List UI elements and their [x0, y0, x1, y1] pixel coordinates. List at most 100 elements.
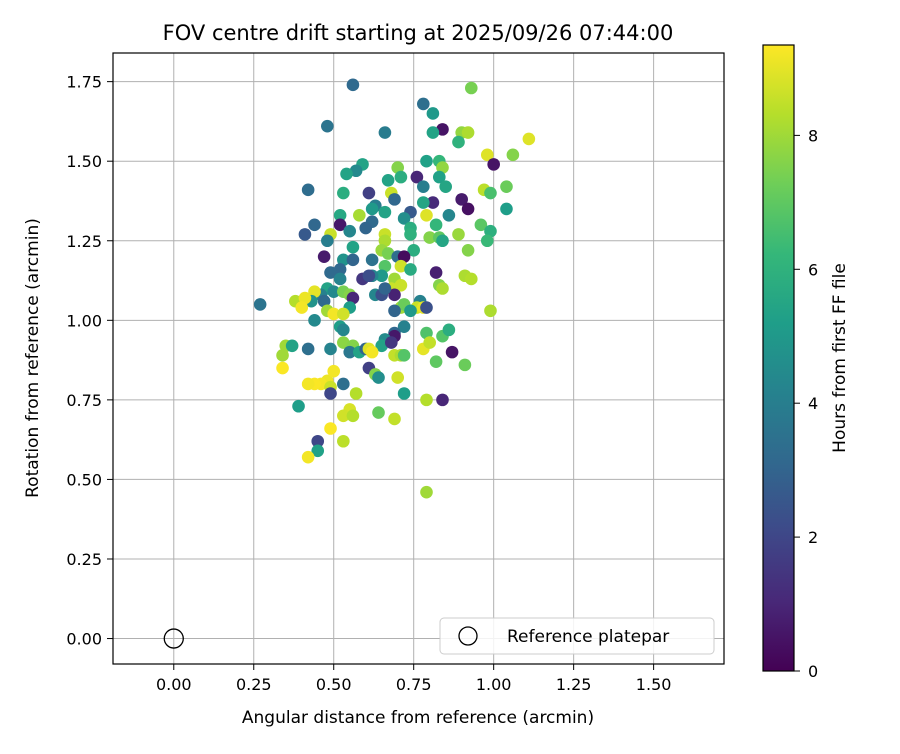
y-tick-label: 1.25 [66, 232, 102, 251]
data-point [372, 371, 385, 384]
y-axis-label: Rotation from reference (arcmin) [23, 218, 43, 498]
data-point [410, 170, 424, 184]
data-point [416, 180, 430, 193]
data-point [484, 186, 497, 200]
data-point [397, 349, 411, 362]
data-point [461, 244, 475, 257]
data-point [461, 126, 475, 139]
legend-box [439, 617, 715, 655]
y-tick-label: 1.75 [66, 73, 102, 92]
data-point [436, 393, 449, 407]
colorbar-gradient [762, 44, 795, 672]
data-point [416, 196, 430, 209]
data-point [365, 253, 379, 267]
data-point [362, 269, 376, 283]
data-point [464, 81, 478, 95]
data-point [388, 288, 401, 302]
data-point [391, 371, 405, 384]
data-point [333, 272, 347, 286]
x-axis-ticks: 0.00 0.25 0.50 0.75 1.00 1.25 1.50 [156, 664, 671, 694]
data-point [333, 218, 347, 232]
data-point [327, 285, 341, 298]
y-tick-label: 1.00 [66, 311, 102, 330]
data-point [480, 234, 494, 248]
data-point [378, 234, 392, 248]
data-point [349, 164, 363, 178]
data-point [276, 349, 289, 362]
data-point [407, 244, 421, 257]
data-point [311, 434, 325, 448]
data-point [484, 304, 497, 318]
data-point [301, 377, 315, 391]
data-point [458, 358, 472, 372]
data-point [394, 259, 408, 273]
data-point [337, 307, 350, 321]
data-point [378, 259, 392, 273]
data-point [327, 364, 341, 378]
data-point [394, 170, 408, 184]
y-tick-label: 1.50 [66, 152, 102, 171]
data-point [365, 202, 379, 216]
data-point [346, 78, 360, 92]
data-point [452, 228, 465, 241]
data-point [423, 231, 436, 244]
data-point [295, 301, 309, 314]
data-point [522, 132, 536, 146]
data-point [362, 186, 376, 200]
data-point [397, 250, 411, 263]
colorbar-ticks: 0 2 4 6 8 [794, 126, 818, 681]
data-point [429, 218, 443, 232]
plot-frame [112, 52, 725, 665]
data-point [359, 221, 373, 235]
data-point [308, 285, 321, 298]
data-point [378, 205, 392, 219]
data-point [423, 336, 436, 349]
data-point [385, 336, 398, 349]
data-point [404, 228, 417, 241]
x-tick-label: 1.00 [476, 675, 512, 694]
data-point [276, 361, 289, 375]
y-tick-label: 0.00 [66, 630, 102, 649]
data-point [416, 97, 430, 111]
data-point [340, 167, 353, 181]
data-point [337, 377, 350, 391]
data-point [397, 387, 411, 400]
data-point [311, 444, 325, 458]
data-point [397, 212, 411, 225]
data-point [436, 123, 449, 136]
data-point [346, 253, 360, 267]
colorbar-tick-label: 0 [808, 662, 818, 681]
data-point [432, 170, 446, 184]
x-tick-label: 0.25 [236, 675, 272, 694]
y-tick-label: 0.50 [66, 470, 102, 489]
data-point [343, 345, 357, 359]
data-point [298, 228, 312, 241]
data-point [346, 409, 360, 423]
data-point [436, 282, 449, 295]
data-point [500, 202, 513, 216]
data-point [404, 304, 417, 318]
data-point [506, 148, 520, 162]
data-point [327, 307, 341, 321]
data-point [420, 393, 433, 407]
colorbar-tick-label: 2 [808, 528, 818, 547]
data-point [420, 326, 433, 340]
data-point [285, 339, 299, 353]
data-point [337, 253, 350, 267]
data-point [253, 298, 267, 311]
data-point [420, 208, 433, 222]
data-point [420, 301, 433, 314]
data-point [321, 119, 334, 133]
legend-marker-icon [458, 626, 478, 646]
data-point [317, 294, 331, 308]
data-point [301, 183, 315, 197]
data-point [480, 148, 494, 162]
data-point [500, 180, 513, 193]
data-point [381, 247, 395, 260]
data-point [324, 342, 337, 356]
data-point [365, 345, 379, 359]
data-point [346, 291, 360, 305]
x-tick-label: 1.25 [556, 675, 592, 694]
data-point [321, 234, 334, 248]
